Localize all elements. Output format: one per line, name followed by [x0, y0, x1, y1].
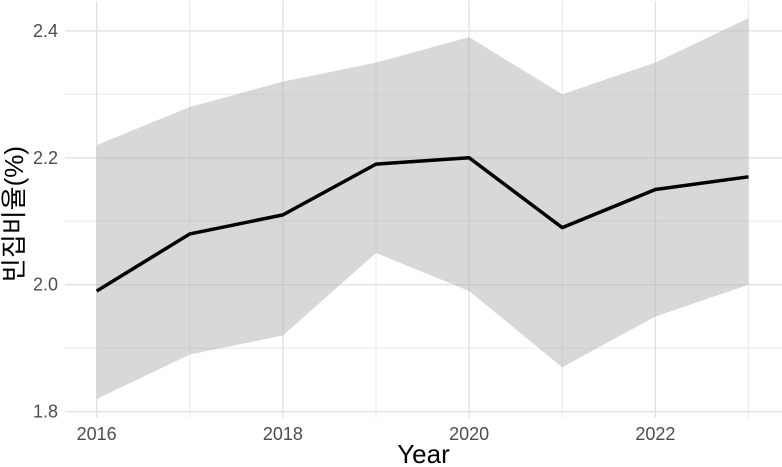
y-tick-label: 2.2	[33, 148, 58, 168]
x-tick-label: 2020	[449, 424, 489, 444]
y-tick-label: 1.8	[33, 402, 58, 422]
y-axis-title: 빈집비율(%)	[0, 145, 29, 283]
x-tick-label: 2016	[77, 424, 117, 444]
y-tick-label: 2.4	[33, 21, 58, 41]
trend-line	[95, 156, 749, 293]
x-tick-label: 2018	[263, 424, 303, 444]
y-tick-label: 2.0	[33, 275, 58, 295]
x-tick-label: 2022	[635, 424, 675, 444]
x-axis-title: Year	[397, 439, 450, 467]
confidence-band	[96, 18, 749, 399]
